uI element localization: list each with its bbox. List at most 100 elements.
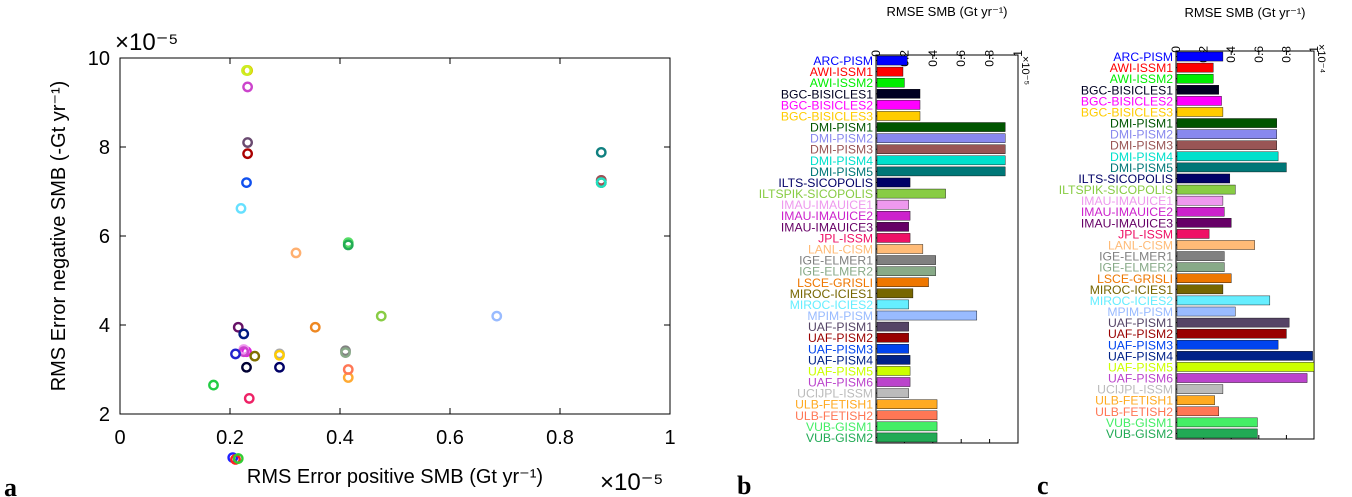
bar-category-label: VUB-GISM1 bbox=[806, 420, 873, 434]
bar bbox=[876, 344, 909, 354]
bar-category-label: DMI-PISM4 bbox=[1110, 150, 1173, 164]
bar-category-label: ARC-PISM bbox=[813, 54, 873, 68]
bar-category-label: ULB-FETISH2 bbox=[1095, 405, 1173, 419]
scatter-point bbox=[238, 328, 250, 340]
bar bbox=[876, 266, 936, 276]
bar-category-label: DMI-PISM5 bbox=[1110, 161, 1173, 175]
bar bbox=[876, 166, 1006, 177]
bar bbox=[1176, 73, 1214, 84]
scatter-point bbox=[342, 364, 354, 375]
bar bbox=[1176, 218, 1232, 228]
bar-category-label: BGC-BISICLES1 bbox=[781, 87, 873, 101]
scatter-point bbox=[230, 348, 241, 360]
bar-x-tick-label: 1 bbox=[1011, 50, 1025, 57]
scatter-point bbox=[235, 203, 247, 214]
bar bbox=[876, 299, 909, 310]
bar bbox=[1176, 162, 1287, 173]
bar bbox=[1176, 107, 1224, 117]
bar-category-label: UAF-PISM3 bbox=[1108, 338, 1173, 352]
bar bbox=[1176, 406, 1219, 417]
bar bbox=[876, 89, 921, 99]
bar bbox=[876, 388, 909, 398]
scatter-y-tick-label: 4 bbox=[99, 315, 110, 337]
bar bbox=[1176, 129, 1277, 139]
scatter-y-tick-label: 10 bbox=[88, 48, 110, 70]
bar-category-label: UAF-PISM1 bbox=[808, 320, 873, 334]
bar bbox=[1176, 62, 1214, 73]
bar bbox=[1176, 184, 1236, 195]
bar-category-label: IGE-ELMER2 bbox=[799, 265, 873, 279]
scatter-point bbox=[290, 247, 302, 259]
scatter-y-exponent: ×10⁻⁵ bbox=[115, 29, 178, 56]
bar-category-label: BGC-BISICLES2 bbox=[781, 98, 873, 112]
scatter-point bbox=[340, 347, 351, 358]
bar-category-label: MIROC-ICIES2 bbox=[790, 298, 874, 312]
bar bbox=[876, 122, 1006, 132]
scatter-axes-box bbox=[119, 57, 671, 415]
bar-x-tick-label: 1 bbox=[1307, 46, 1321, 53]
scatter-x-tick-label: 0.6 bbox=[436, 427, 464, 449]
bar-category-label: UAF-PISM1 bbox=[1108, 316, 1173, 330]
bar bbox=[1176, 140, 1277, 150]
scatter-point bbox=[375, 310, 387, 322]
bar bbox=[1176, 51, 1224, 62]
bar bbox=[876, 410, 938, 421]
bar bbox=[876, 277, 929, 288]
bar bbox=[1176, 306, 1236, 317]
scatter-y-tick-label: 8 bbox=[99, 137, 110, 159]
bar bbox=[1176, 428, 1258, 439]
bar-category-label: UAF-PISM4 bbox=[808, 353, 873, 367]
bar-category-label: UAF-PISM6 bbox=[1108, 372, 1173, 386]
scatter-y-axis-label: RMS Error negative SMB (-Gt yr⁻¹) bbox=[48, 81, 70, 392]
scatter-x-tick-label: 0 bbox=[114, 427, 125, 449]
panel-label-a: a bbox=[4, 473, 17, 497]
bar bbox=[1176, 351, 1313, 361]
bar bbox=[876, 199, 909, 210]
bar bbox=[876, 288, 914, 299]
bar-b-title: RMSE SMB (Gt yr⁻¹) bbox=[887, 4, 1008, 19]
bar bbox=[876, 310, 978, 321]
bar bbox=[876, 111, 921, 121]
bar-category-label: IMAU-IMAUICE3 bbox=[1081, 216, 1173, 230]
bar-category-label: UCIJPL-ISSM bbox=[1097, 383, 1173, 397]
bar bbox=[1176, 284, 1224, 295]
bar bbox=[876, 233, 911, 243]
bar-category-label: UAF-PISM5 bbox=[808, 364, 873, 378]
bar-category-label: UAF-PISM2 bbox=[1108, 327, 1173, 341]
bar-category-label: DMI-PISM1 bbox=[1110, 117, 1173, 131]
bar-category-label: VUB-GISM1 bbox=[1106, 416, 1173, 430]
bar-category-label: JPL-ISSM bbox=[818, 231, 873, 245]
scatter-y-tick-label: 6 bbox=[99, 226, 110, 248]
bar-category-label: IGE-ELMER2 bbox=[1099, 261, 1173, 275]
bar bbox=[876, 366, 911, 376]
bar bbox=[876, 66, 904, 77]
scatter-x-tick-label: 0.2 bbox=[216, 427, 244, 449]
bar-category-label: DMI-PISM5 bbox=[810, 165, 873, 179]
bar-category-label: AWI-ISSM1 bbox=[810, 65, 873, 79]
bar bbox=[1176, 85, 1219, 95]
scatter-point bbox=[242, 81, 254, 93]
bar-c-exponent: ×10⁻⁴ bbox=[1315, 44, 1327, 73]
bar-category-label: MIROC-ICIES1 bbox=[1090, 283, 1174, 297]
bar-category-label: ARC-PISM bbox=[1113, 50, 1173, 64]
bar-c-title: RMSE SMB (Gt yr⁻¹) bbox=[1185, 5, 1306, 20]
scatter-point bbox=[232, 321, 244, 333]
bar bbox=[1176, 240, 1255, 250]
bar-category-label: IGE-ELMER1 bbox=[799, 254, 873, 268]
bar-category-label: JPL-ISSM bbox=[1118, 227, 1173, 241]
bar bbox=[1176, 195, 1224, 206]
scatter-x-exponent: ×10⁻⁵ bbox=[600, 469, 663, 496]
scatter-point bbox=[241, 177, 252, 189]
scatter-point bbox=[249, 350, 261, 362]
scatter-point bbox=[595, 146, 607, 158]
scatter-point bbox=[595, 177, 607, 189]
scatter-point bbox=[241, 361, 252, 373]
bar bbox=[876, 100, 921, 110]
bar bbox=[876, 399, 938, 409]
bar bbox=[1176, 118, 1277, 128]
bar-category-label: ILTS-SICOPOLIS bbox=[778, 176, 873, 190]
bar-x-tick-label: 0.4 bbox=[1224, 46, 1238, 63]
bar bbox=[876, 355, 911, 365]
bar-category-label: DMI-PISM2 bbox=[810, 132, 873, 146]
scatter-point bbox=[491, 310, 503, 322]
